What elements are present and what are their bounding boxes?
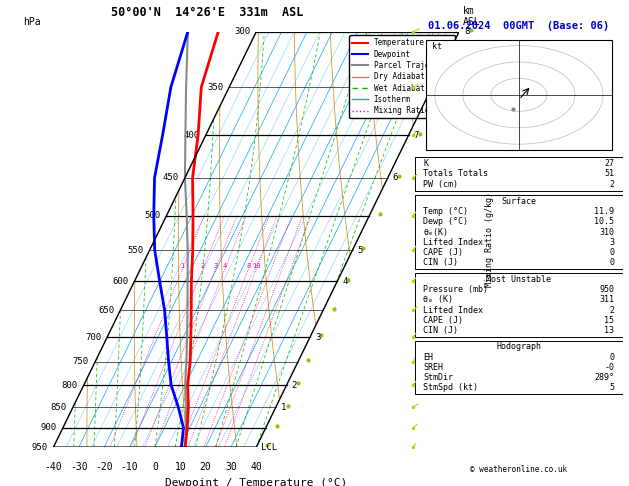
- Text: 11.9: 11.9: [594, 207, 615, 216]
- Text: 4: 4: [223, 263, 227, 269]
- Text: StmDir: StmDir: [423, 373, 454, 382]
- Text: 4: 4: [342, 277, 347, 286]
- Text: 650: 650: [98, 306, 114, 315]
- Text: Dewp (°C): Dewp (°C): [423, 217, 469, 226]
- Text: SREH: SREH: [423, 363, 443, 372]
- Text: 15: 15: [604, 316, 615, 325]
- Text: hPa: hPa: [23, 17, 41, 27]
- Text: StmSpd (kt): StmSpd (kt): [423, 383, 479, 392]
- Text: PW (cm): PW (cm): [423, 179, 459, 189]
- Text: 950: 950: [31, 443, 47, 451]
- Text: 10.5: 10.5: [594, 217, 615, 226]
- Text: 350: 350: [207, 83, 223, 92]
- Text: 01.06.2024  00GMT  (Base: 06): 01.06.2024 00GMT (Base: 06): [428, 21, 610, 32]
- Text: 289°: 289°: [594, 373, 615, 382]
- Text: Mixing Ratio (g/kg): Mixing Ratio (g/kg): [485, 192, 494, 287]
- Text: 8: 8: [464, 27, 469, 36]
- Bar: [415, 341, 623, 394]
- Text: 5: 5: [610, 383, 615, 392]
- Text: -10: -10: [121, 462, 138, 472]
- Text: 700: 700: [85, 332, 101, 342]
- Text: Temp (°C): Temp (°C): [423, 207, 469, 216]
- Text: Dewpoint / Temperature (°C): Dewpoint / Temperature (°C): [165, 478, 347, 486]
- Text: kt: kt: [431, 42, 442, 52]
- Text: Most Unstable: Most Unstable: [486, 275, 552, 284]
- Text: 27: 27: [604, 159, 615, 168]
- Text: -30: -30: [70, 462, 87, 472]
- Text: Totals Totals: Totals Totals: [423, 169, 489, 178]
- Text: © weatheronline.co.uk: © weatheronline.co.uk: [470, 465, 567, 474]
- Text: -40: -40: [45, 462, 62, 472]
- Text: 5: 5: [357, 245, 363, 255]
- Text: 1: 1: [281, 402, 286, 412]
- Bar: [426, 40, 613, 150]
- Text: 10: 10: [174, 462, 186, 472]
- Text: km
ASL: km ASL: [463, 6, 481, 27]
- Text: 2: 2: [291, 381, 297, 390]
- Text: K: K: [423, 159, 428, 168]
- Text: θₑ(K): θₑ(K): [423, 227, 448, 237]
- Text: 950: 950: [599, 285, 615, 294]
- Text: 0: 0: [152, 462, 158, 472]
- Text: 0: 0: [610, 248, 615, 257]
- Text: CAPE (J): CAPE (J): [423, 316, 464, 325]
- Text: 800: 800: [62, 381, 77, 390]
- Text: LCL: LCL: [261, 443, 277, 451]
- Text: 2: 2: [201, 263, 205, 269]
- Text: 900: 900: [41, 423, 57, 432]
- Text: 3: 3: [213, 263, 218, 269]
- Text: -0: -0: [604, 363, 615, 372]
- Text: Lifted Index: Lifted Index: [423, 306, 484, 314]
- Text: 311: 311: [599, 295, 615, 304]
- Text: 550: 550: [128, 245, 143, 255]
- Bar: [415, 273, 623, 337]
- Text: 0: 0: [610, 353, 615, 362]
- Legend: Temperature, Dewpoint, Parcel Trajectory, Dry Adiabat, Wet Adiabat, Isotherm, Mi: Temperature, Dewpoint, Parcel Trajectory…: [349, 35, 455, 118]
- Text: 850: 850: [51, 402, 67, 412]
- Text: 2: 2: [610, 179, 615, 189]
- Text: CIN (J): CIN (J): [423, 259, 459, 267]
- Text: 310: 310: [599, 227, 615, 237]
- Text: 600: 600: [112, 277, 128, 286]
- Text: 3: 3: [610, 238, 615, 247]
- Text: EH: EH: [423, 353, 433, 362]
- Text: 51: 51: [604, 169, 615, 178]
- Bar: [415, 195, 623, 269]
- Text: 7: 7: [413, 131, 419, 140]
- Text: CAPE (J): CAPE (J): [423, 248, 464, 257]
- Text: 2: 2: [610, 306, 615, 314]
- Text: Hodograph: Hodograph: [496, 342, 542, 351]
- Text: 0: 0: [610, 259, 615, 267]
- Text: 1: 1: [180, 263, 184, 269]
- Text: 20: 20: [200, 462, 211, 472]
- Text: Lifted Index: Lifted Index: [423, 238, 484, 247]
- Text: 500: 500: [144, 211, 160, 220]
- Text: θₑ (K): θₑ (K): [423, 295, 454, 304]
- Text: Surface: Surface: [501, 197, 537, 206]
- Text: 3: 3: [315, 332, 320, 342]
- Text: 400: 400: [184, 131, 199, 140]
- Text: -20: -20: [96, 462, 113, 472]
- Text: Pressure (mb): Pressure (mb): [423, 285, 489, 294]
- Text: 50°00'N  14°26'E  331m  ASL: 50°00'N 14°26'E 331m ASL: [111, 6, 304, 19]
- Text: 10: 10: [252, 263, 260, 269]
- Bar: [415, 156, 623, 191]
- Text: 450: 450: [163, 173, 179, 182]
- Text: 40: 40: [250, 462, 262, 472]
- Text: 13: 13: [604, 326, 615, 335]
- Text: 6: 6: [392, 173, 398, 182]
- Text: 8: 8: [246, 263, 250, 269]
- Text: 30: 30: [225, 462, 237, 472]
- Text: 300: 300: [234, 27, 250, 36]
- Text: CIN (J): CIN (J): [423, 326, 459, 335]
- Text: 750: 750: [73, 357, 89, 366]
